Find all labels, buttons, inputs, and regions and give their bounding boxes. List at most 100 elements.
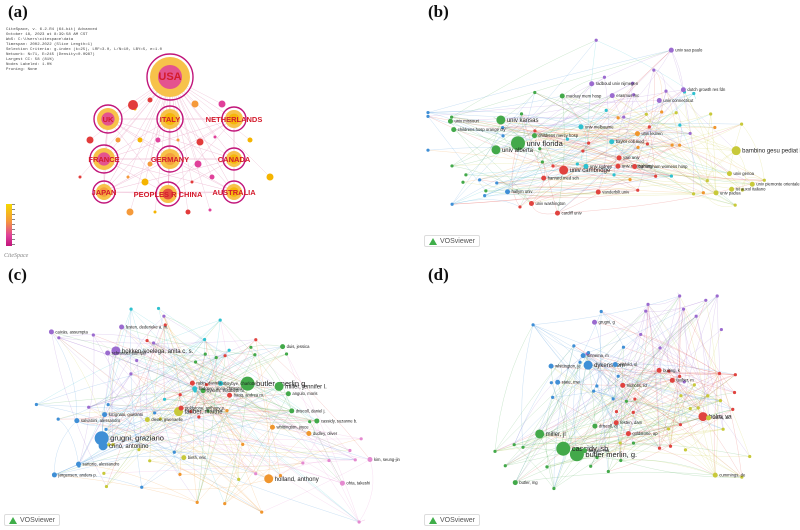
network-link [174,355,226,453]
node-dudley-oliver: dudley, oliver [306,431,338,437]
minor-node [533,90,537,95]
network-link [659,448,716,476]
network-link [452,199,521,208]
network-link [557,380,673,386]
minor-node [701,191,705,195]
network-link [163,316,243,445]
node-label: univ sydney [590,164,613,169]
minor-node [461,180,465,184]
node-circle [726,171,732,177]
network-link [207,410,317,423]
node-label: festen, dam [620,420,642,425]
minor-node [102,471,106,475]
minor-node [91,333,95,337]
network-link [649,93,694,128]
node-nicholls-rd: nicholls, rd [620,383,647,388]
network-link [607,376,619,472]
country-label: GERMANY [151,155,189,164]
network-link [146,316,165,420]
network-link [154,412,269,479]
network-link [76,420,269,479]
network-link [453,129,504,137]
network-link [553,353,588,489]
network-link [531,126,650,204]
node-goldstone-anthony-p: goldstone, anthony p. [178,406,225,411]
minor-node [645,142,649,146]
network-link [103,353,287,474]
network-link [282,346,360,523]
minor-node [721,427,725,431]
minor-node [611,397,615,401]
network-link [563,370,660,449]
network-link [522,362,581,448]
minor-node [193,360,198,364]
network-link [618,376,721,401]
node-label: cardiff univ [561,211,582,216]
network-link [598,111,662,193]
minor-node [189,409,193,414]
node-label: einfeld, sl [619,362,637,367]
network-link [658,309,684,371]
network-link [58,337,195,389]
node-label: sinnema, m [587,353,609,358]
network-link [616,380,673,423]
node-cardiff-univ: cardiff univ [554,211,583,216]
minor-node [135,358,139,363]
minor-node [493,449,497,453]
network-link [534,92,730,174]
network-link [502,123,742,128]
minor-node [278,474,283,478]
network-link [593,390,709,419]
network-link [596,385,660,449]
minor-country-node [213,135,217,139]
minor-country-node [155,137,161,143]
minor-node [622,115,626,119]
cocitation-network-graph: butler merlin, g.cassidy, sb dykens, em mi… [493,292,752,491]
node-label: state, mw [562,380,581,385]
country-ring [222,180,246,204]
node-circle [339,480,345,486]
network-link [678,295,680,377]
node-circle [609,139,615,145]
meta-line: Selection Criteria: g-index (k=25), LRF=… [6,48,163,52]
network-link [616,304,649,423]
minor-node [254,338,258,342]
node-circle [592,319,598,325]
minor-node [762,178,766,182]
network-link [146,340,256,474]
network-link [596,304,649,458]
minor-node [678,294,682,298]
network-link [563,424,681,449]
minor-node [163,323,167,327]
network-link [588,89,684,144]
minor-node [284,352,289,356]
network-link [531,133,638,204]
network-link [104,414,181,475]
node-bieth-eric: bieth, eric [181,455,206,461]
network-link [515,316,697,483]
network-link [106,399,165,430]
network-link [452,176,656,205]
node-label: univ cambridge [570,168,611,174]
node-circle [612,361,618,367]
network-link [562,95,737,151]
node-label: harvard med sch [548,176,580,181]
node-label: schrander-stumpel [112,350,147,355]
network-link [539,433,629,440]
country-ring [89,144,119,174]
network-link [612,95,656,177]
country-link [167,118,235,195]
network-link [78,373,132,465]
country-node-italy: ITALY [156,105,184,133]
node-univ-kansas: univ kansas [496,115,539,125]
network-link [633,395,682,444]
minor-node [612,173,616,177]
network-link [679,376,721,401]
country-link [103,158,235,193]
network-link [583,355,721,401]
network-link [250,347,356,460]
minor-node [107,443,111,447]
network-link [226,346,283,411]
network-link [121,326,191,412]
network-link [542,111,662,163]
